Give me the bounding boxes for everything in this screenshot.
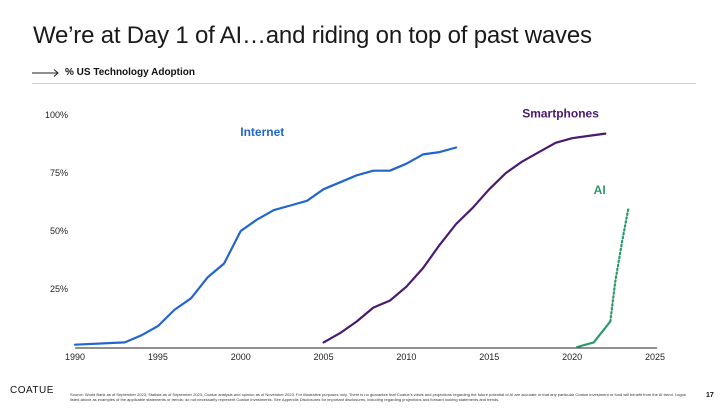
chart-subtitle: % US Technology Adoption: [65, 67, 195, 78]
x-tick-label: 2020: [562, 352, 582, 362]
page-number: 17: [706, 392, 714, 399]
x-tick-label: 2000: [231, 352, 251, 362]
series-label-internet: Internet: [240, 125, 284, 139]
x-tick-label: 2005: [314, 352, 334, 362]
series-line-internet: [73, 146, 458, 346]
adoption-line-chart: 1990 1995 2000 2005 2010 2015 2020 2025 25% 50% 75…: [45, 106, 665, 362]
coatue-logo: COATUE: [10, 385, 54, 396]
series-label-smartphones: Smartphones: [522, 106, 599, 120]
subtitle-row: % US Technology Adoption: [32, 67, 195, 78]
arrow-right-icon: [32, 68, 59, 77]
source-disclaimer: Source: World Bank as of September 2023,…: [70, 392, 686, 402]
header-divider: [32, 83, 696, 84]
x-tick-label: 2025: [645, 352, 665, 362]
series-label-ai: AI: [594, 183, 606, 197]
series-line-smartphones: [322, 132, 607, 344]
series-line-ai: [575, 320, 612, 349]
y-tick-label: 50%: [50, 226, 68, 236]
x-tick-label: 2010: [396, 352, 416, 362]
series-projection-ai: [609, 206, 630, 323]
x-tick-label: 1990: [65, 352, 85, 362]
y-tick-label: 75%: [50, 168, 68, 178]
page-title: We’re at Day 1 of AI…and riding on top o…: [33, 22, 592, 49]
y-tick-label: 25%: [50, 284, 68, 294]
x-tick-label: 2015: [479, 352, 499, 362]
y-tick-label: 100%: [45, 110, 68, 120]
x-tick-label: 1995: [148, 352, 168, 362]
